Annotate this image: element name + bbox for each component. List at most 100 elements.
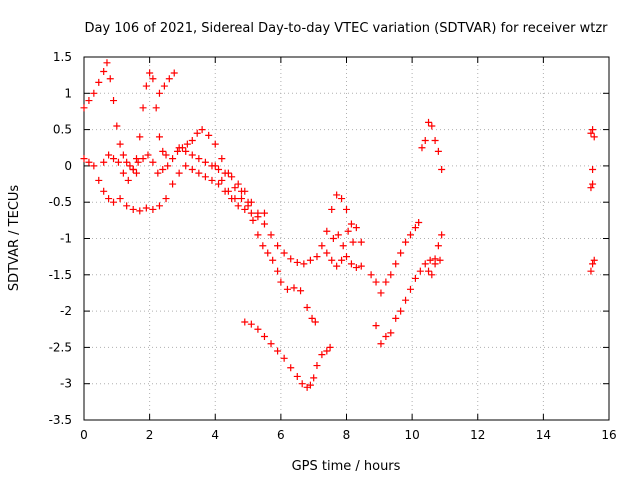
data-point <box>418 144 426 152</box>
data-point <box>119 151 127 159</box>
data-point <box>416 267 424 275</box>
data-point <box>298 380 306 388</box>
data-point <box>116 140 124 148</box>
data-point <box>343 205 350 213</box>
data-point <box>260 209 268 217</box>
data-point <box>123 158 131 166</box>
data-point <box>247 209 255 217</box>
data-point <box>155 133 163 141</box>
data-point <box>95 78 103 86</box>
data-point <box>215 180 223 188</box>
data-point <box>347 260 355 268</box>
data-point <box>80 155 88 163</box>
data-point <box>377 289 385 297</box>
data-point <box>169 180 177 188</box>
data-point <box>367 271 375 279</box>
data-point <box>421 136 429 144</box>
data-point <box>264 249 272 257</box>
data-point <box>110 155 118 163</box>
data-point <box>259 242 267 250</box>
x-tick-label: 12 <box>470 428 485 442</box>
data-point <box>205 131 213 139</box>
data-point <box>142 204 150 212</box>
data-point <box>338 256 346 264</box>
data-point <box>436 256 444 264</box>
data-point <box>280 249 288 257</box>
data-point <box>175 144 183 152</box>
data-point <box>254 209 262 217</box>
data-point <box>318 242 326 250</box>
series-arc-n <box>418 118 446 174</box>
x-tick-label: 16 <box>601 428 616 442</box>
data-point <box>231 195 239 203</box>
data-point <box>249 216 257 224</box>
y-tick-label: 1.5 <box>53 50 72 64</box>
data-point <box>310 374 318 382</box>
data-point <box>382 278 390 286</box>
data-point <box>144 151 152 159</box>
data-point <box>160 82 168 90</box>
series-arc-d <box>80 155 268 221</box>
y-tick-label: -1.5 <box>49 268 72 282</box>
data-point <box>234 202 242 210</box>
x-tick-label: 14 <box>536 428 551 442</box>
data-point <box>154 169 162 177</box>
data-point <box>124 176 132 184</box>
data-point <box>221 169 229 177</box>
data-point <box>195 155 203 163</box>
data-point <box>387 329 395 337</box>
data-point <box>188 136 196 144</box>
data-point <box>311 318 319 326</box>
data-point <box>142 82 150 90</box>
data-point <box>434 242 442 250</box>
data-point <box>428 122 436 130</box>
data-point <box>308 314 316 322</box>
data-point <box>183 140 191 148</box>
data-point <box>267 340 275 348</box>
data-point <box>313 253 321 261</box>
y-tick-label: 0.5 <box>53 123 72 137</box>
data-point <box>155 89 163 97</box>
data-point <box>162 151 170 159</box>
data-point <box>300 260 308 268</box>
data-point <box>201 158 209 166</box>
data-point <box>129 205 137 213</box>
data-point <box>402 296 410 304</box>
data-point <box>333 191 341 199</box>
data-point <box>134 158 142 166</box>
data-point <box>287 255 295 263</box>
data-point <box>406 231 414 239</box>
data-point <box>139 155 147 163</box>
data-point <box>169 155 177 163</box>
data-point <box>425 267 433 275</box>
data-point <box>100 187 108 195</box>
data-point <box>175 169 183 177</box>
data-point <box>182 147 190 155</box>
data-point <box>254 325 262 333</box>
data-point <box>201 173 209 181</box>
data-point <box>106 75 114 83</box>
data-point <box>328 205 336 213</box>
data-point <box>247 320 255 328</box>
data-point <box>283 285 291 293</box>
data-point <box>231 184 239 192</box>
data-point <box>105 195 113 203</box>
data-point <box>329 235 337 242</box>
data-point <box>267 231 275 239</box>
data-point <box>339 242 347 250</box>
data-point <box>162 195 170 203</box>
data-point <box>397 307 405 315</box>
y-tick-label: 1 <box>64 86 72 100</box>
data-point <box>149 158 157 166</box>
series-arc-i <box>313 191 365 261</box>
data-point <box>313 362 321 370</box>
series-arc-o <box>425 231 446 279</box>
x-tick-label: 6 <box>277 428 285 442</box>
data-point <box>269 256 277 264</box>
data-point <box>306 381 314 389</box>
data-point <box>228 173 236 181</box>
data-point <box>328 256 336 264</box>
data-point <box>406 285 414 293</box>
y-tick-label: -2.5 <box>49 340 72 354</box>
series-arc-k <box>329 227 357 250</box>
